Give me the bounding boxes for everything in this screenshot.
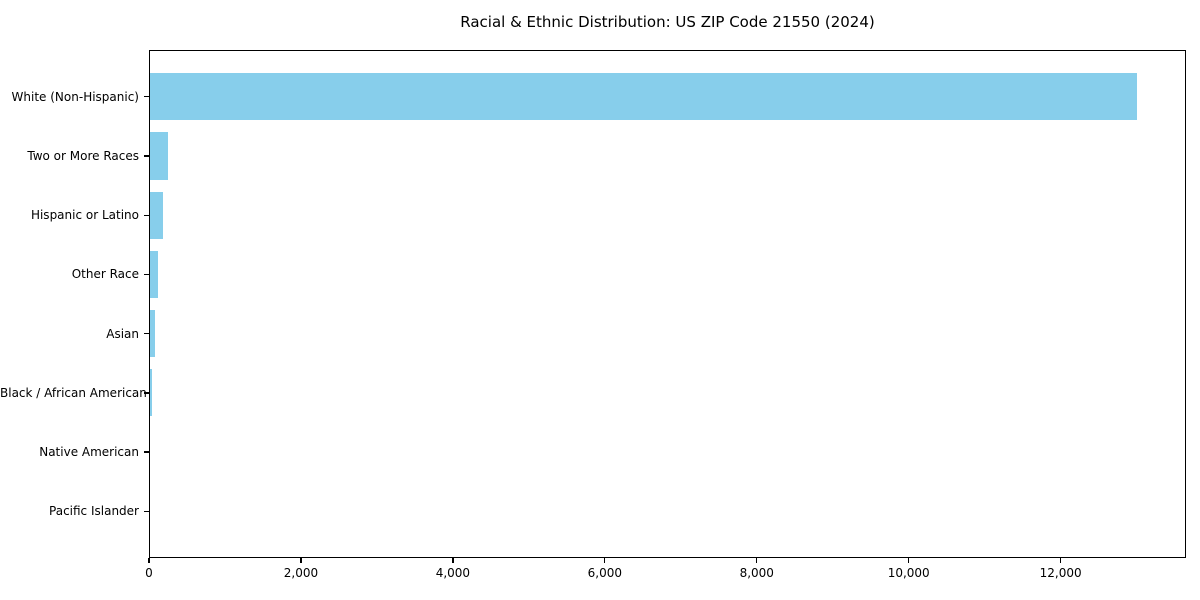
y-tick-label-native-american: Native American <box>39 445 139 460</box>
x-tick-mark <box>452 558 454 563</box>
y-tick-mark <box>144 392 149 394</box>
x-tick-label: 2,000 <box>283 566 319 580</box>
x-tick-label: 8,000 <box>739 566 774 580</box>
bar-asian <box>149 309 156 358</box>
bar-black-african-american <box>149 369 153 417</box>
x-tick-mark <box>1059 558 1062 563</box>
y-tick-label-white-non-hispanic: White (Non-Hispanic) <box>11 89 139 104</box>
chart-title: Racial & Ethnic Distribution: US ZIP Cod… <box>460 13 875 31</box>
bar-hispanic-or-latino <box>149 191 164 239</box>
y-tick-mark <box>144 273 149 276</box>
x-tick-mark <box>604 558 606 563</box>
y-tick-mark <box>144 155 149 157</box>
plot-area <box>149 50 1186 558</box>
y-tick-mark <box>144 96 149 98</box>
bar-native-american <box>149 428 151 476</box>
y-tick-label-black-african-american: Black / African American <box>0 385 147 400</box>
x-tick-mark <box>300 558 302 563</box>
y-tick-label-asian: Asian <box>106 326 139 341</box>
bar-two-or-more-races <box>149 132 168 180</box>
y-tick-mark <box>144 214 149 216</box>
x-tick-mark <box>908 558 910 563</box>
y-tick-label-two-or-more-races: Two or More Races <box>27 148 139 163</box>
x-tick-label: 4,000 <box>435 566 471 580</box>
x-tick-mark <box>756 558 758 563</box>
x-tick-label: 6,000 <box>587 566 622 580</box>
bar-other-race <box>149 250 159 299</box>
y-tick-label-other-race: Other Race <box>71 267 139 282</box>
y-tick-mark <box>144 333 149 335</box>
x-tick-mark <box>148 558 150 563</box>
x-tick-label: 10,000 <box>887 566 930 580</box>
y-tick-label-pacific-islander: Pacific Islander <box>49 504 139 519</box>
y-tick-mark <box>144 451 149 453</box>
bar-white-non-hispanic <box>149 73 1137 121</box>
y-tick-mark <box>144 510 149 512</box>
x-tick-label: 0 <box>145 566 153 580</box>
x-tick-label: 12,000 <box>1039 566 1082 580</box>
y-tick-label-hispanic-or-latino: Hispanic or Latino <box>30 208 139 223</box>
